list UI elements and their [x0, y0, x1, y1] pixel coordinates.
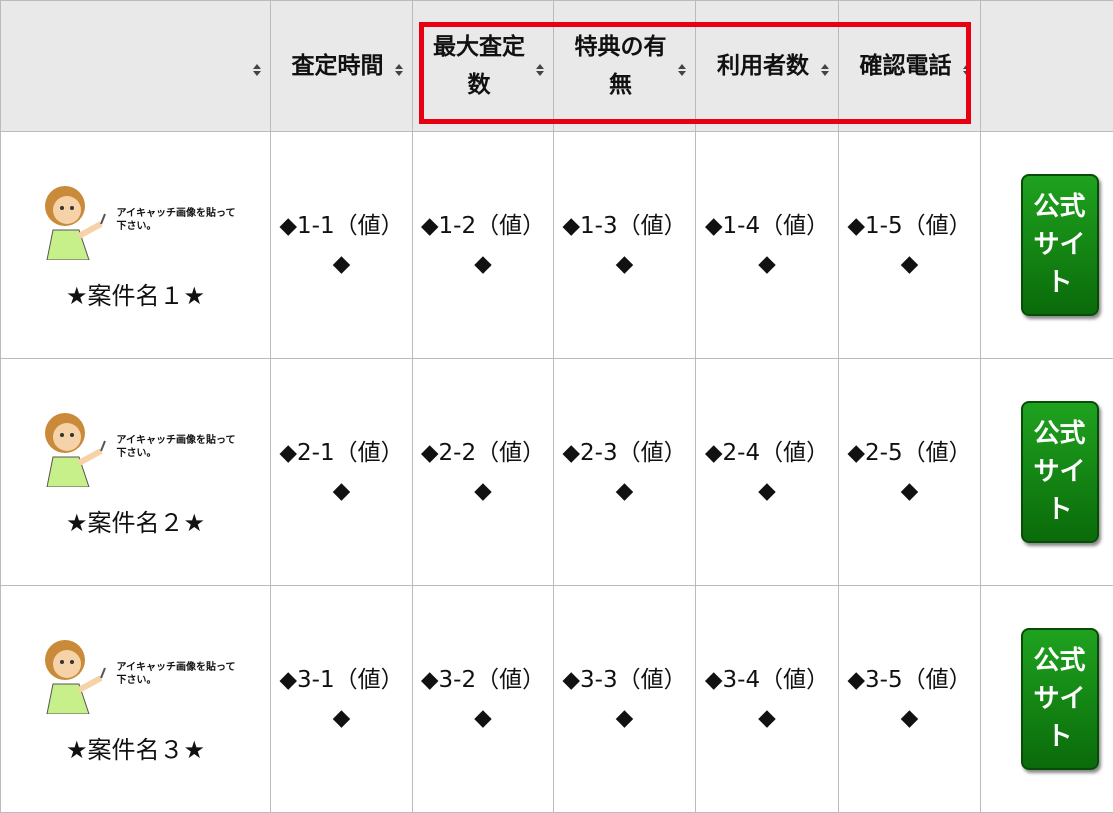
- button-cell: 公式サイト: [981, 586, 1113, 813]
- value-cell: ◆1-4（値）◆: [696, 132, 839, 359]
- value-cell: ◆2-4（値）◆: [696, 359, 839, 586]
- item-cell: アイキャッチ画像を貼って下さい。 ★案件名３★: [1, 586, 271, 813]
- item-name: ★案件名３★: [5, 730, 266, 765]
- value-cell: ◆2-1（値）◆: [271, 359, 413, 586]
- eyecatch-image: アイキャッチ画像を貼って下さい。: [5, 180, 266, 260]
- value-cell: ◆1-3（値）◆: [554, 132, 696, 359]
- value-text: ◆1-3（値）◆: [558, 207, 691, 283]
- value-cell: ◆1-1（値）◆: [271, 132, 413, 359]
- value-text: ◆3-3（値）◆: [558, 661, 691, 737]
- item-name: ★案件名２★: [5, 503, 266, 538]
- value-text: ◆3-1（値）◆: [275, 661, 408, 737]
- eyecatch-image: アイキャッチ画像を貼って下さい。: [5, 407, 266, 487]
- sort-icon: [394, 63, 404, 77]
- item-cell: アイキャッチ画像を貼って下さい。 ★案件名１★: [1, 132, 271, 359]
- button-cell: 公式サイト: [981, 359, 1113, 586]
- data-row: アイキャッチ画像を貼って下さい。★案件名２★◆2-1（値）◆◆2-2（値）◆◆2…: [1, 359, 1113, 586]
- value-text: ◆1-4（値）◆: [700, 207, 834, 283]
- value-cell: ◆2-2（値）◆: [413, 359, 554, 586]
- value-cell: ◆3-5（値）◆: [839, 586, 981, 813]
- value-text: ◆2-5（値）◆: [843, 434, 976, 510]
- official-site-button[interactable]: 公式サイト: [1021, 401, 1099, 543]
- highlight-box: [419, 22, 971, 124]
- value-cell: ◆3-1（値）◆: [271, 586, 413, 813]
- value-cell: ◆1-5（値）◆: [839, 132, 981, 359]
- person-icon: [35, 180, 113, 260]
- person-icon: [35, 407, 113, 487]
- header-cell: [981, 1, 1113, 132]
- official-site-button[interactable]: 公式サイト: [1021, 628, 1099, 770]
- value-text: ◆3-4（値）◆: [700, 661, 834, 737]
- value-text: ◆2-2（値）◆: [417, 434, 549, 510]
- value-text: ◆1-1（値）◆: [275, 207, 408, 283]
- data-row: アイキャッチ画像を貼って下さい。★案件名１★◆1-1（値）◆◆1-2（値）◆◆1…: [1, 132, 1113, 359]
- value-cell: ◆1-2（値）◆: [413, 132, 554, 359]
- official-site-button[interactable]: 公式サイト: [1021, 174, 1099, 316]
- value-text: ◆2-3（値）◆: [558, 434, 691, 510]
- value-text: ◆3-5（値）◆: [843, 661, 976, 737]
- value-cell: ◆2-3（値）◆: [554, 359, 696, 586]
- sort-icon: [252, 63, 262, 77]
- eyecatch-image: アイキャッチ画像を貼って下さい。: [5, 634, 266, 714]
- value-cell: ◆2-5（値）◆: [839, 359, 981, 586]
- value-text: ◆1-2（値）◆: [417, 207, 549, 283]
- item-cell: アイキャッチ画像を貼って下さい。 ★案件名２★: [1, 359, 271, 586]
- value-cell: ◆3-4（値）◆: [696, 586, 839, 813]
- value-cell: ◆3-2（値）◆: [413, 586, 554, 813]
- image-caption: アイキャッチ画像を貼って下さい。: [117, 661, 237, 687]
- value-text: ◆1-5（値）◆: [843, 207, 976, 283]
- header-text: 査定時間: [292, 53, 384, 79]
- image-caption: アイキャッチ画像を貼って下さい。: [117, 434, 237, 460]
- value-text: ◆3-2（値）◆: [417, 661, 549, 737]
- person-icon: [35, 634, 113, 714]
- value-cell: ◆3-3（値）◆: [554, 586, 696, 813]
- value-text: ◆2-1（値）◆: [275, 434, 408, 510]
- value-text: ◆2-4（値）◆: [700, 434, 834, 510]
- item-name: ★案件名１★: [5, 276, 266, 311]
- button-cell: 公式サイト: [981, 132, 1113, 359]
- header-cell[interactable]: 査定時間: [271, 1, 413, 132]
- image-caption: アイキャッチ画像を貼って下さい。: [117, 207, 237, 233]
- data-row: アイキャッチ画像を貼って下さい。★案件名３★◆3-1（値）◆◆3-2（値）◆◆3…: [1, 586, 1113, 813]
- header-cell[interactable]: [1, 1, 271, 132]
